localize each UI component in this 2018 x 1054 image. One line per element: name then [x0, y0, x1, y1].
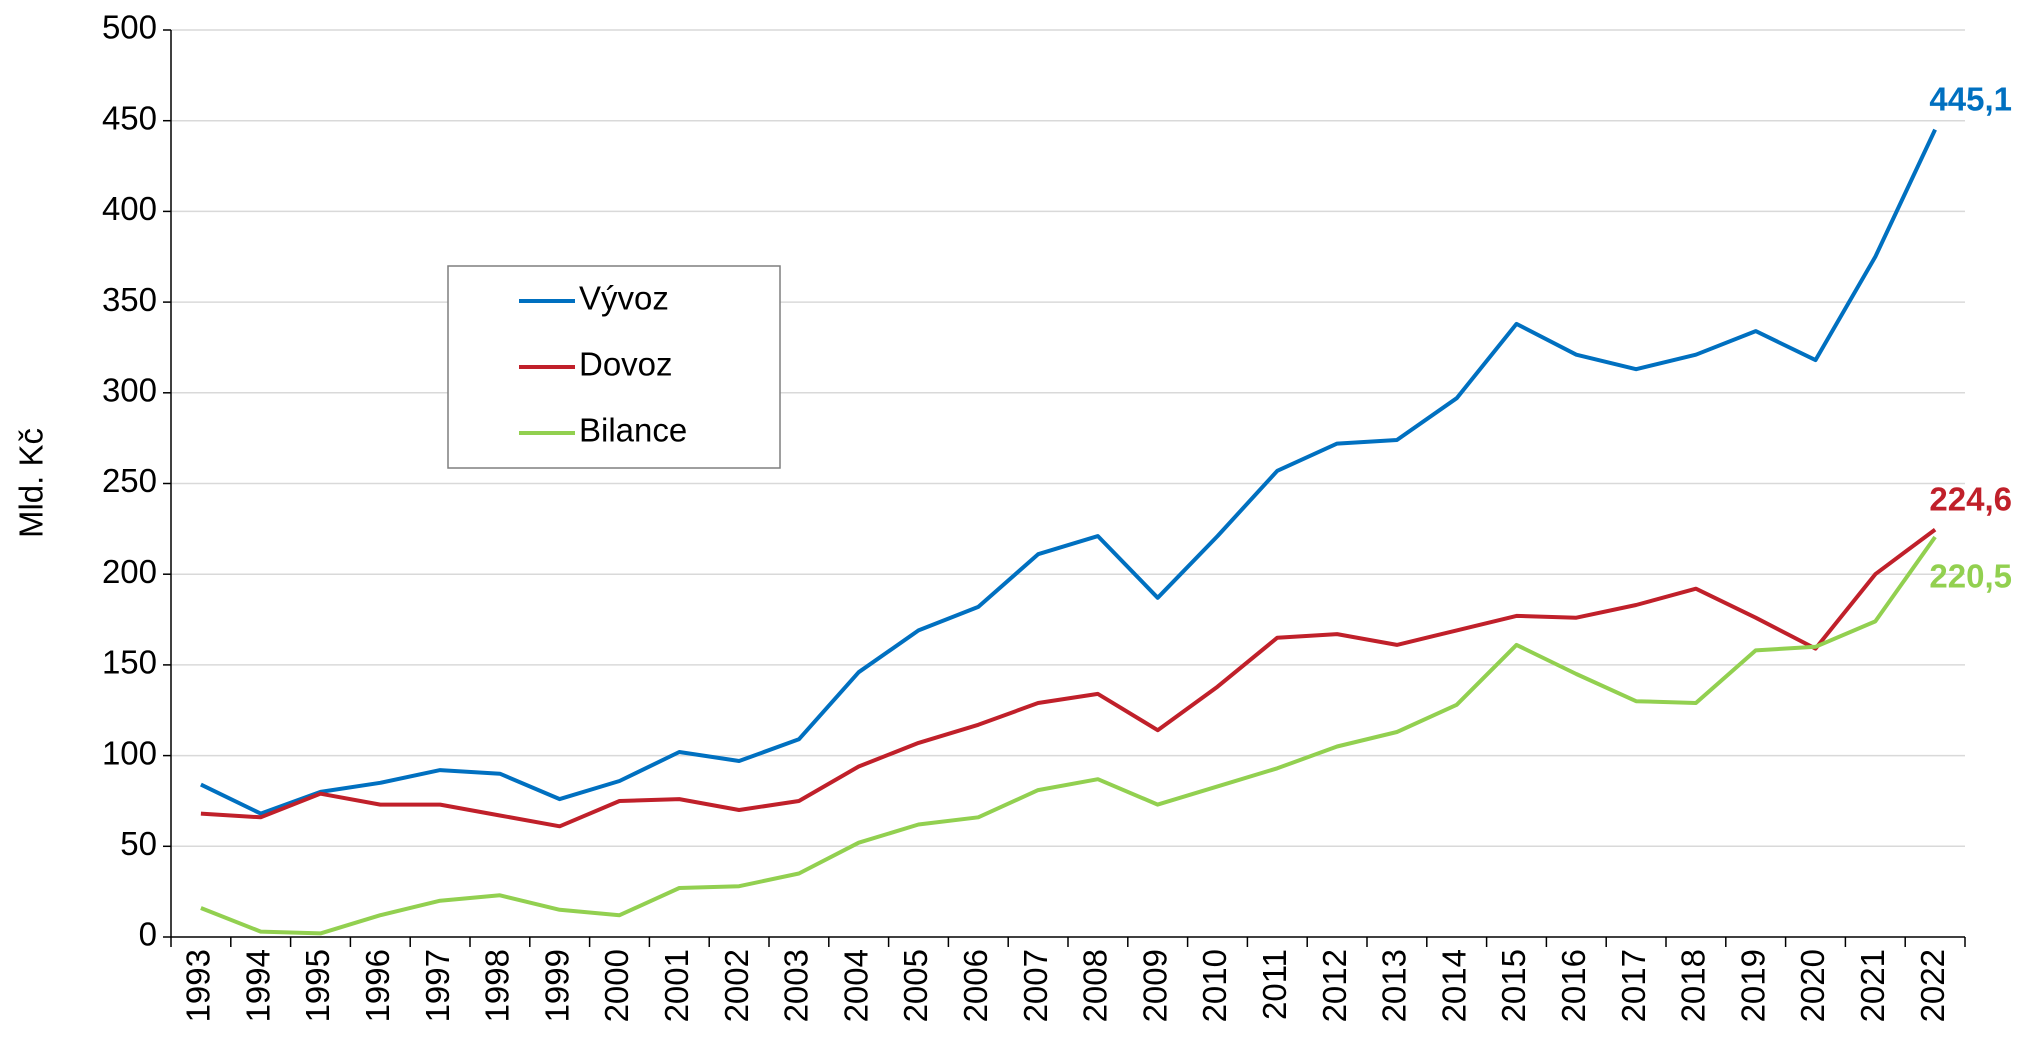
x-tick-label: 2016: [1555, 949, 1592, 1022]
x-tick-label: 2005: [897, 949, 934, 1022]
x-tick-label: 2021: [1854, 949, 1891, 1022]
x-tick-label: 2013: [1376, 949, 1413, 1022]
x-tick-label: 2009: [1136, 949, 1173, 1022]
data-label: 220,5: [1929, 558, 2012, 595]
y-tick-label: 500: [102, 9, 157, 46]
x-tick-label: 2019: [1734, 949, 1771, 1022]
legend-label: Bilance: [579, 412, 687, 449]
x-tick-label: 2003: [778, 949, 815, 1022]
x-tick-label: 1999: [538, 949, 575, 1022]
x-tick-label: 2011: [1256, 949, 1293, 1020]
x-tick-label: 2015: [1495, 949, 1532, 1022]
legend-label: Dovoz: [579, 346, 673, 383]
legend-label: Vývoz: [579, 280, 669, 317]
x-tick-label: 2014: [1435, 949, 1472, 1022]
y-tick-label: 100: [102, 734, 157, 771]
x-tick-label: 2007: [1017, 949, 1054, 1022]
legend-box: [447, 265, 781, 469]
x-tick-label: 1994: [239, 949, 276, 1022]
data-label: 224,6: [1929, 480, 2012, 517]
x-tick-label: 2020: [1794, 949, 1831, 1022]
x-tick-label: 2006: [957, 949, 994, 1022]
y-tick-label: 450: [102, 99, 157, 136]
line-series: [200, 527, 1937, 829]
x-tick-label: 2008: [1077, 949, 1114, 1022]
y-tick-label: 50: [120, 825, 157, 862]
x-tick-label: 2017: [1615, 949, 1652, 1022]
x-tick-label: 1996: [359, 949, 396, 1022]
y-tick-label: 300: [102, 372, 157, 409]
x-tick-label: 2012: [1316, 949, 1353, 1022]
y-tick-label: 0: [139, 916, 157, 953]
x-tick-label: 1998: [479, 949, 516, 1022]
x-tick-label: 2022: [1914, 949, 1951, 1022]
y-tick-label: 150: [102, 644, 157, 681]
x-tick-label: 1995: [299, 949, 336, 1022]
y-tick-label: 250: [102, 462, 157, 499]
x-tick-label: 2018: [1675, 949, 1712, 1022]
x-tick-label: 1993: [180, 949, 217, 1022]
x-tick-label: 1997: [419, 949, 456, 1022]
y-axis-label: Mld. Kč: [13, 428, 50, 538]
x-tick-label: 2000: [598, 949, 635, 1022]
x-tick-label: 2002: [718, 949, 755, 1022]
data-label: 445,1: [1929, 80, 2012, 117]
y-tick-label: 200: [102, 553, 157, 590]
x-tick-label: 2010: [1196, 949, 1233, 1022]
x-tick-label: 2001: [658, 949, 695, 1022]
x-tick-label: 2004: [837, 949, 874, 1022]
y-tick-label: 400: [102, 190, 157, 227]
y-tick-label: 350: [102, 281, 157, 318]
line-series: [200, 535, 1937, 936]
line-series: [200, 128, 1937, 816]
